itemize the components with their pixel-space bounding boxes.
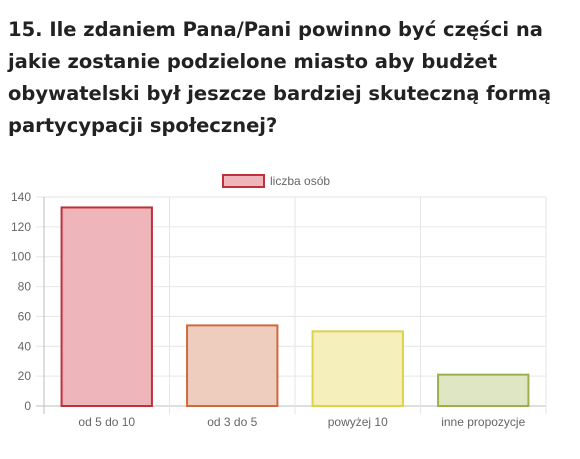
x-tick-label: od 3 do 5 — [207, 415, 257, 429]
bar-chart: liczba osób 0 20 40 60 80 100 120 140 od 5 do 1… — [11, 174, 547, 429]
legend-swatch — [222, 174, 265, 188]
question-title: 15. Ile zdaniem Pana/Pani powinno być cz… — [8, 18, 552, 137]
y-tick-label: 140 — [11, 190, 31, 204]
y-tick-label: 60 — [18, 309, 32, 323]
y-tick-label: 0 — [24, 399, 31, 413]
x-axis: od 5 do 10 od 3 do 5 powyżej 10 inne propoz… — [78, 415, 525, 429]
bar[interactable] — [186, 324, 279, 407]
y-tick-label: 80 — [18, 280, 32, 294]
x-tick-label: od 5 do 10 — [78, 415, 135, 429]
x-tick-label: inne propozycje — [441, 415, 525, 429]
bars — [60, 206, 530, 408]
bar[interactable] — [60, 206, 153, 408]
y-axis: 0 20 40 60 80 100 120 140 — [11, 190, 31, 413]
legend-label: liczba osób — [270, 174, 330, 188]
bar[interactable] — [437, 373, 530, 407]
x-tick-label: powyżej 10 — [328, 415, 388, 429]
y-tick-label: 120 — [11, 220, 31, 234]
bar[interactable] — [311, 330, 404, 408]
y-tick-label: 40 — [18, 339, 32, 353]
y-tick-label: 20 — [18, 369, 32, 383]
chart-legend[interactable]: liczba osób — [222, 174, 330, 188]
y-tick-label: 100 — [11, 250, 31, 264]
